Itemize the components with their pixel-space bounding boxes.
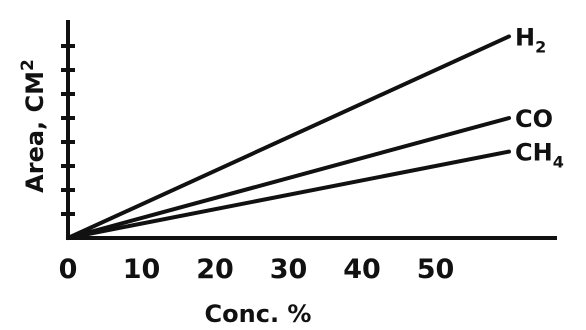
series-lines [66,34,511,240]
axes [66,20,557,240]
y-axis-title: Area, CM2 [18,59,49,193]
series-labels: H2 CO CH4 [515,23,564,171]
x-tick-label-0: 0 [59,254,78,285]
x-axis-title: Conc. % [205,300,312,328]
x-tick-label-30: 30 [270,254,308,285]
series-line-3 [66,149,511,240]
y-axis-title-text: Area, CM [21,71,49,193]
svg-text:Area, CM2: Area, CM2 [18,59,49,193]
x-tick-label-10: 10 [123,254,161,285]
y-axis-title-superscript: 2 [18,59,38,71]
series-label-1: H2 [515,23,546,56]
x-tick-label-40: 40 [343,254,381,285]
series-label-2: CO [515,105,553,133]
series-line-1 [66,34,511,240]
series-label-3: CH4 [515,139,564,172]
x-tick-label-20: 20 [196,254,234,285]
x-tick-labels: 0 10 20 30 40 50 [59,254,455,285]
x-tick-label-50: 50 [417,254,455,285]
y-ticks [61,44,75,216]
series-line-2 [66,116,511,240]
